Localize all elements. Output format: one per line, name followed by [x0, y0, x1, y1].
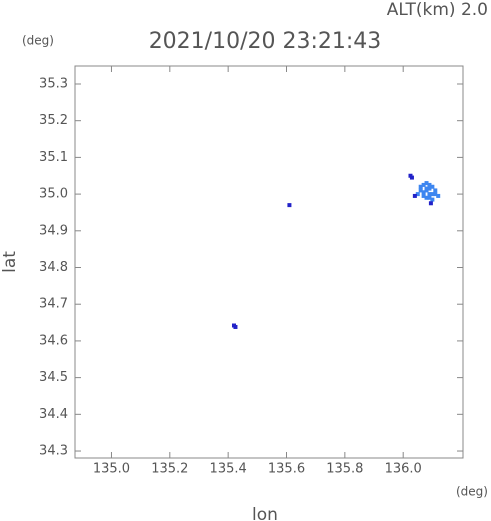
point: [428, 201, 433, 206]
plot-frame: [74, 65, 464, 459]
point: [412, 193, 417, 198]
x-tick-label: 135.0: [93, 462, 130, 477]
point: [287, 203, 292, 208]
y-tick-label: 35.2: [39, 113, 68, 128]
y-unit: (deg): [22, 34, 54, 48]
point: [421, 190, 426, 195]
y-tick-label: 34.8: [39, 260, 68, 275]
x-tick-label: 136.0: [385, 462, 422, 477]
y-axis-label: lat: [0, 251, 20, 273]
point: [233, 324, 238, 329]
point: [427, 192, 432, 197]
point: [433, 192, 438, 197]
y-tick-label: 34.6: [39, 333, 68, 348]
point: [418, 188, 423, 193]
altitude-label: ALT(km) 2.0: [387, 0, 488, 20]
y-tick-label: 35.0: [39, 187, 68, 202]
point: [418, 184, 423, 189]
point: [421, 182, 426, 187]
x-tick-label: 135.2: [151, 462, 188, 477]
chart-title: 2021/10/20 23:21:43: [149, 29, 382, 54]
point: [409, 175, 414, 180]
x-unit: (deg): [456, 485, 488, 499]
point: [415, 192, 420, 197]
y-tick-label: 34.5: [39, 370, 68, 385]
x-tick-label: 135.4: [210, 462, 247, 477]
y-tick-label: 35.1: [39, 150, 68, 165]
y-tick-label: 34.4: [39, 407, 68, 422]
x-tick-label: 135.6: [268, 462, 305, 477]
point: [427, 186, 432, 191]
point: [424, 186, 429, 191]
point: [421, 193, 426, 198]
y-tick-label: 34.9: [39, 223, 68, 238]
point: [424, 195, 429, 200]
point: [427, 195, 432, 200]
y-tick-label: 34.3: [39, 444, 68, 459]
point: [436, 193, 441, 198]
x-tick-label: 135.8: [326, 462, 363, 477]
point: [430, 184, 435, 189]
point: [427, 182, 432, 187]
point: [430, 192, 435, 197]
x-axis-label: lon: [252, 505, 278, 521]
y-tick-label: 34.7: [39, 297, 68, 312]
point: [430, 197, 435, 202]
point: [424, 181, 429, 186]
point: [433, 188, 438, 193]
y-tick-label: 35.3: [39, 76, 68, 91]
